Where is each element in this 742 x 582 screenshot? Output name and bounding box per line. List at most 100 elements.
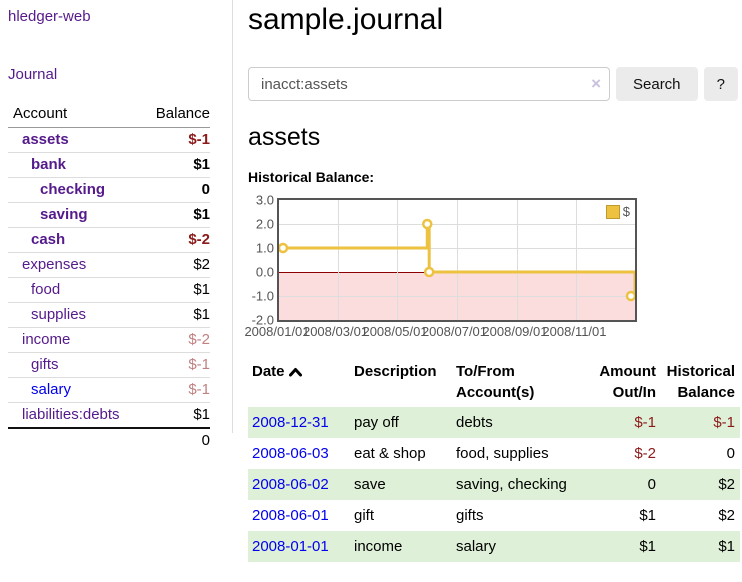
legend-swatch-icon xyxy=(605,204,620,219)
account-row-gifts: gifts $-1 xyxy=(8,352,210,378)
data-point-marker xyxy=(279,242,289,254)
register-row[interactable]: 2008-06-03 eat & shop food, supplies $-2… xyxy=(248,438,740,469)
register-header-date[interactable]: Date xyxy=(248,357,354,407)
account-row-saving: saving $1 xyxy=(8,202,210,228)
transaction-date-link[interactable]: 2008-06-02 xyxy=(252,476,329,493)
accounts-header-balance: Balance xyxy=(139,102,210,128)
account-link-checking[interactable]: checking xyxy=(40,181,106,198)
transaction-balance: 0 xyxy=(726,445,735,462)
transaction-date-link[interactable]: 2008-06-01 xyxy=(252,507,329,524)
transaction-date-link[interactable]: 2008-06-03 xyxy=(252,445,329,462)
app-title-link[interactable]: hledger-web xyxy=(8,8,91,25)
balance-line-series xyxy=(279,218,635,302)
transaction-amount: $1 xyxy=(639,507,656,524)
register-header-amount: Amount Out/In xyxy=(599,363,656,401)
y-axis-tick-label: 1.0 xyxy=(255,240,274,256)
accounts-total-balance: 0 xyxy=(139,427,210,453)
account-link-salary[interactable]: salary xyxy=(31,381,72,398)
account-balance: $1 xyxy=(139,402,210,429)
x-axis-tick-label: 2008/07/01 xyxy=(421,324,488,339)
data-point-marker xyxy=(422,218,433,230)
x-axis-tick-label: 2008/01/01 xyxy=(244,324,310,339)
y-axis-tick-label: -1.0 xyxy=(251,288,274,304)
search-input[interactable] xyxy=(248,67,610,101)
main-content: sample.journal × Search ? assets Histori… xyxy=(244,0,740,562)
account-row-checking: checking 0 xyxy=(8,177,210,203)
transaction-date-link[interactable]: 2008-12-31 xyxy=(252,414,329,431)
account-balance: 0 xyxy=(139,177,210,203)
account-link-liabilities-debts[interactable]: liabilities:debts xyxy=(22,406,120,423)
account-row-supplies: supplies $1 xyxy=(8,302,210,328)
chart-title: Historical Balance: xyxy=(248,169,375,185)
account-balance: $1 xyxy=(139,277,210,303)
transaction-balance: $2 xyxy=(718,476,735,493)
sidebar: hledger-web Journal Account Balance asse… xyxy=(0,0,233,453)
accounts-table-header: Account Balance xyxy=(8,102,210,128)
transaction-accounts: gifts xyxy=(456,507,484,524)
sort-ascending-icon xyxy=(288,362,302,383)
y-axis-tick-label: 0.0 xyxy=(255,264,274,280)
transaction-amount: $1 xyxy=(639,538,656,555)
register-row[interactable]: 2008-06-02 save saving, checking 0 $2 xyxy=(248,469,740,500)
account-link-saving[interactable]: saving xyxy=(40,206,88,223)
x-axis-tick-label: 2008/05/01 xyxy=(362,324,428,339)
register-row[interactable]: 2008-06-01 gift gifts $1 $2 xyxy=(248,500,740,531)
account-balance: $1 xyxy=(139,202,210,228)
transaction-accounts: saving, checking xyxy=(456,476,567,493)
account-row-income: income $-2 xyxy=(8,327,210,353)
account-link-cash[interactable]: cash xyxy=(31,231,66,248)
gridline xyxy=(516,200,518,320)
transaction-accounts: debts xyxy=(456,414,493,431)
transaction-balance: $2 xyxy=(718,507,735,524)
search-form: × Search ? xyxy=(248,67,740,101)
sidebar-item-journal[interactable]: Journal xyxy=(8,66,58,83)
account-balance: $-1 xyxy=(139,352,210,378)
account-row-food: food $1 xyxy=(8,277,210,303)
register-row[interactable]: 2008-12-31 pay off debts $-1 $-1 xyxy=(248,407,740,438)
account-balance: $-1 xyxy=(139,377,210,403)
data-point-marker xyxy=(625,290,635,302)
transaction-amount: $-2 xyxy=(634,445,656,462)
register-header-accounts: To/From Account(s) xyxy=(456,363,535,401)
account-link-assets[interactable]: assets xyxy=(22,131,69,148)
account-link-expenses[interactable]: expenses xyxy=(22,256,87,273)
transaction-accounts: salary xyxy=(456,538,497,555)
register-header-description: Description xyxy=(354,363,437,380)
x-axis-tick-label: 2008/03/01 xyxy=(302,324,369,339)
page-title: sample.journal xyxy=(248,3,444,36)
x-axis-tick-label: 2008/11/01 xyxy=(542,324,607,339)
account-balance: $-2 xyxy=(139,327,210,353)
search-button[interactable]: Search xyxy=(616,67,698,101)
register-row[interactable]: 2008-01-01 income salary $1 $1 xyxy=(248,531,740,562)
transaction-date-link[interactable]: 2008-01-01 xyxy=(252,538,329,555)
account-heading: assets xyxy=(248,123,321,151)
transaction-amount: 0 xyxy=(647,476,656,493)
account-link-bank[interactable]: bank xyxy=(31,156,67,173)
transaction-amount: $-1 xyxy=(634,414,656,431)
x-axis-tick-label: 2008/09/01 xyxy=(482,324,548,339)
account-link-food[interactable]: food xyxy=(31,281,61,298)
account-balance: $2 xyxy=(139,252,210,278)
accounts-table: Account Balance assets $-1 bank $1 check… xyxy=(8,102,210,453)
account-balance: $-1 xyxy=(139,127,210,153)
transaction-balance: $-1 xyxy=(713,414,735,431)
transaction-description: gift xyxy=(354,507,375,524)
transaction-description: save xyxy=(354,476,386,493)
legend-label: $ xyxy=(622,204,630,219)
gridline xyxy=(337,200,339,320)
historical-balance-chart: $ 3.0 2.0 1.0 0.0 -1.0 -2.0 2008/01/01 2008/03/… xyxy=(244,193,640,340)
transaction-description: income xyxy=(354,538,403,555)
accounts-total-row: 0 xyxy=(8,427,210,453)
transaction-description: eat & shop xyxy=(354,445,426,462)
account-row-bank: bank $1 xyxy=(8,152,210,178)
transaction-description: pay off xyxy=(354,414,399,431)
clear-search-icon[interactable]: × xyxy=(591,74,601,93)
help-button[interactable]: ? xyxy=(703,67,738,101)
account-link-income[interactable]: income xyxy=(22,331,71,348)
account-row-expenses: expenses $2 xyxy=(8,252,210,278)
account-link-supplies[interactable]: supplies xyxy=(31,306,87,323)
account-row-liabilities-debts: liabilities:debts $1 xyxy=(8,402,210,429)
gridline xyxy=(456,200,458,320)
gridline xyxy=(576,200,578,320)
account-link-gifts[interactable]: gifts xyxy=(31,356,59,373)
